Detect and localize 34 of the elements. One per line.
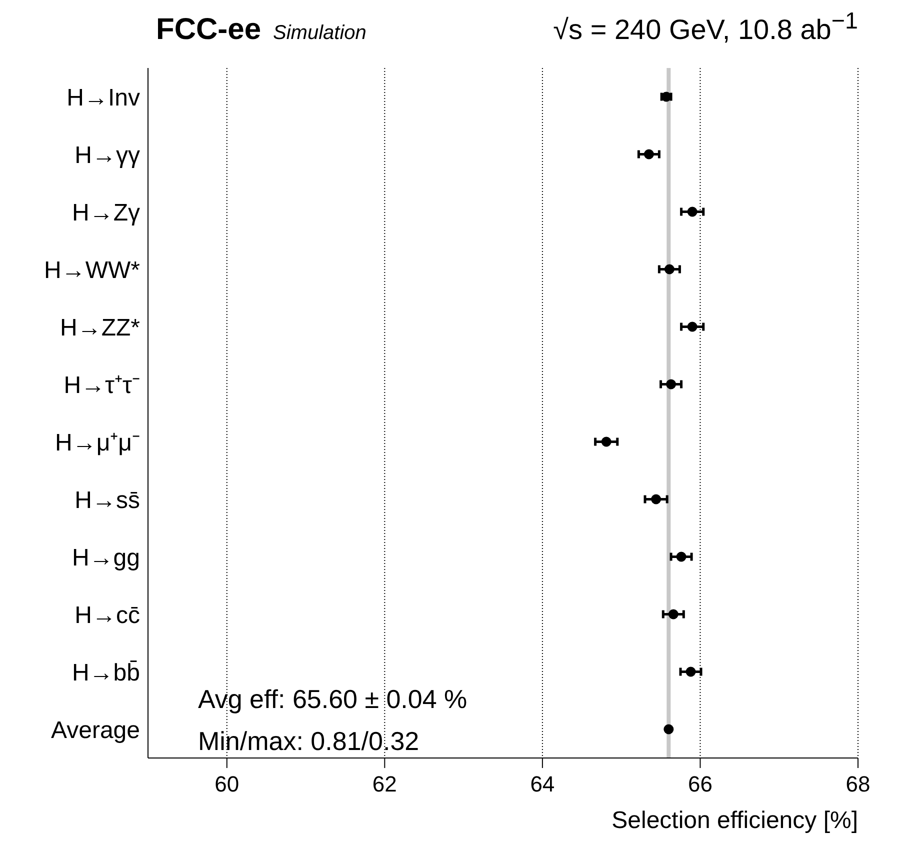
x-tick-label: 64 xyxy=(530,772,555,797)
point xyxy=(664,724,674,734)
y-tick-label: H→ZZ* xyxy=(60,314,140,342)
y-tick-label: H→WW* xyxy=(44,256,140,284)
point xyxy=(664,264,674,274)
y-tick-label: H→ss̄ xyxy=(74,486,140,514)
y-tick-label: H→τ⁺τ⁻ xyxy=(64,372,140,399)
y-tick-label: H→μ⁺μ⁻ xyxy=(55,429,140,456)
annotation: Avg eff: 65.60 ± 0.04 % xyxy=(198,684,468,714)
point xyxy=(651,494,662,504)
chart-title: FCC-ee xyxy=(156,13,262,48)
x-tick-label: 62 xyxy=(372,772,397,797)
text: √s = 240 GeV, 10.8 ab$^{−1}$ xyxy=(553,8,858,46)
point xyxy=(676,552,686,562)
point xyxy=(644,149,654,160)
point xyxy=(687,322,698,332)
y-tick-label: H→gg xyxy=(72,544,140,572)
x-tick-label: 60 xyxy=(214,772,240,797)
y-tick-label: H→Zγ xyxy=(72,199,140,226)
point xyxy=(601,436,612,447)
y-tick-label: H→Inv xyxy=(66,84,140,112)
point xyxy=(668,609,678,620)
y-tick-label: Average xyxy=(51,716,140,744)
point xyxy=(666,379,676,390)
y-tick-label: H→γγ xyxy=(74,142,140,169)
x-tick-label: 66 xyxy=(688,772,712,797)
x-tick-label: 68 xyxy=(846,772,870,797)
chart-subtitle: Simulation xyxy=(273,22,366,46)
point xyxy=(686,666,696,677)
point xyxy=(687,206,698,217)
x-axis-title: Selection efficiency [%] xyxy=(612,807,858,834)
annotation: Min/max: 0.81/0.32 xyxy=(198,726,420,756)
y-tick-label: H→bb̄ xyxy=(72,659,140,686)
y-tick-label: H→cc̄ xyxy=(74,602,140,629)
